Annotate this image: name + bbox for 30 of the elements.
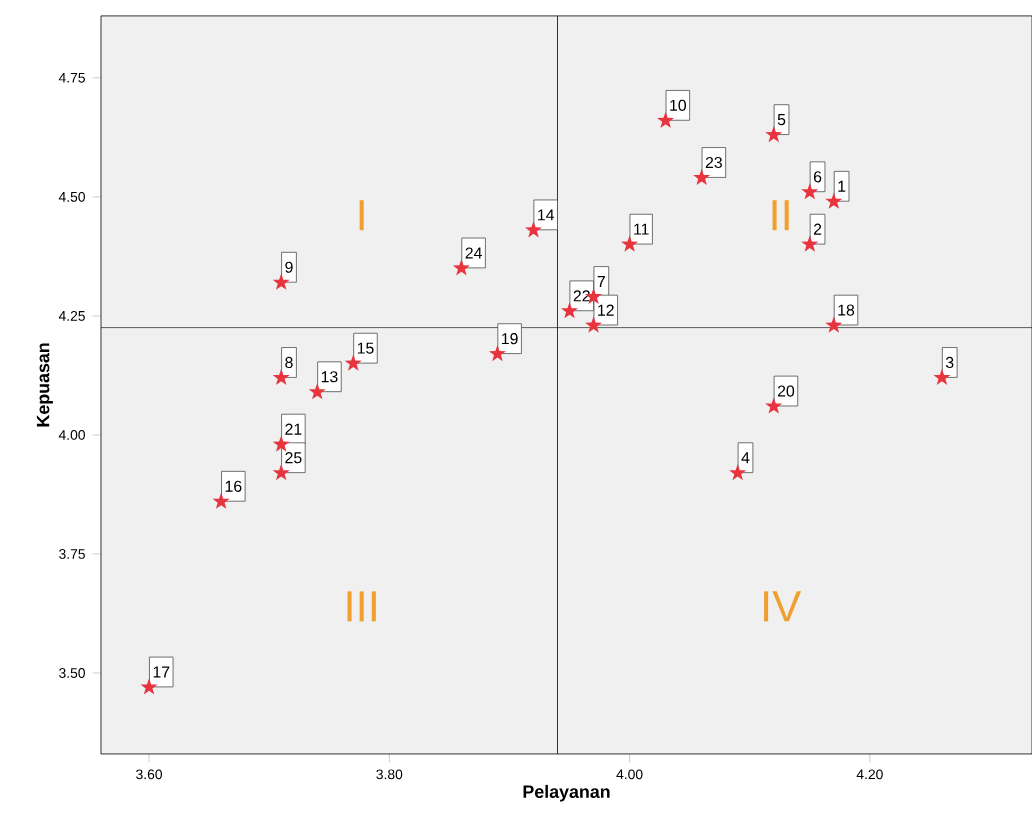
point	[825, 192, 843, 210]
point	[524, 221, 542, 238]
point	[140, 678, 158, 695]
point	[212, 492, 230, 510]
point	[657, 111, 675, 129]
point	[561, 302, 579, 319]
annotation: I	[359, 200, 364, 231]
point	[765, 126, 783, 143]
point	[585, 316, 603, 333]
y-axis-title: Kepuasan	[36, 343, 53, 427]
point	[272, 273, 290, 291]
annotation: III	[347, 591, 376, 622]
point	[488, 345, 506, 362]
point	[272, 369, 290, 386]
point	[621, 235, 639, 252]
point	[801, 183, 819, 200]
point	[729, 464, 747, 481]
point	[344, 354, 362, 371]
annotation: II	[772, 200, 789, 231]
annotation: IV	[764, 591, 802, 622]
point	[801, 235, 819, 252]
point	[765, 397, 783, 414]
point	[308, 383, 326, 400]
point	[272, 464, 290, 481]
point	[825, 316, 843, 333]
x-axis-title: Pelayanan	[523, 785, 610, 802]
point	[693, 169, 711, 186]
point	[272, 435, 290, 452]
point	[933, 369, 951, 386]
point	[452, 259, 470, 276]
